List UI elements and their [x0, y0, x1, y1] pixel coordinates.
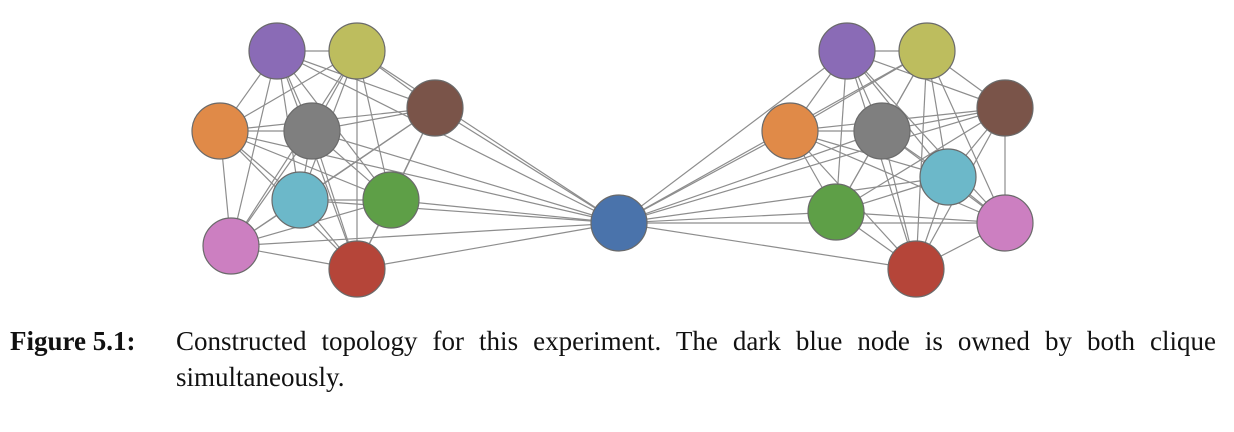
edge-R-brown-center-blue	[618, 107, 1006, 224]
node-L-olive	[328, 22, 386, 80]
node-R-green	[807, 183, 865, 241]
edge-R-purple-R-red	[846, 50, 917, 270]
node-R-orange	[761, 102, 819, 160]
figure-caption: Figure 5.1: Constructed topology for this…	[10, 323, 1220, 395]
node-center-blue	[590, 194, 648, 252]
edge-R-orange-center-blue	[618, 130, 791, 224]
node-L-pink	[202, 217, 260, 275]
node-R-pink	[976, 194, 1034, 252]
edge-R-orange-R-pink	[789, 130, 1006, 224]
edge-L-pink-center-blue	[230, 222, 620, 247]
node-R-cyan	[919, 148, 977, 206]
edge-L-gray-center-blue	[311, 130, 620, 224]
node-R-purple	[818, 22, 876, 80]
edge-L-purple-L-red	[276, 50, 358, 270]
node-L-orange	[191, 102, 249, 160]
node-R-red	[887, 240, 945, 298]
edge-R-purple-center-blue	[618, 50, 848, 224]
edge-R-red-center-blue	[618, 222, 917, 270]
edge-L-red-center-blue	[356, 222, 620, 270]
node-R-gray	[853, 102, 911, 160]
node-R-brown	[976, 79, 1034, 137]
edge-L-olive-center-blue	[356, 50, 620, 224]
edge-L-brown-center-blue	[434, 107, 620, 224]
topology-graph	[191, 22, 1034, 298]
edge-R-purple-R-pink	[846, 50, 1006, 224]
edge-R-green-center-blue	[618, 211, 837, 224]
node-L-purple	[248, 22, 306, 80]
edge-R-cyan-center-blue	[618, 176, 949, 224]
node-R-olive	[898, 22, 956, 80]
node-L-red	[328, 240, 386, 298]
edge-L-purple-L-pink	[230, 50, 278, 247]
edge-L-purple-center-blue	[276, 50, 620, 224]
node-L-green	[362, 171, 420, 229]
node-L-cyan	[271, 171, 329, 229]
edge-L-cyan-center-blue	[299, 199, 620, 224]
caption-label: Figure 5.1:	[10, 326, 136, 356]
node-L-gray	[283, 102, 341, 160]
node-L-brown	[406, 79, 464, 137]
edge-L-orange-center-blue	[219, 130, 620, 224]
graph-nodes	[191, 22, 1034, 298]
edge-R-olive-R-pink	[926, 50, 1006, 224]
edge-R-brown-R-green	[835, 107, 1006, 213]
edge-L-green-center-blue	[390, 199, 620, 224]
caption-text: Constructed topology for this experiment…	[176, 326, 1216, 392]
edge-R-gray-center-blue	[618, 130, 883, 224]
